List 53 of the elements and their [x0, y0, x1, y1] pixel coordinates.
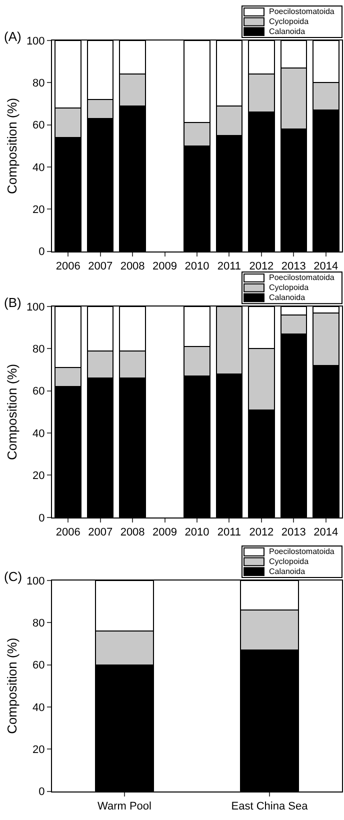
x-tick-label: 2013: [281, 526, 306, 539]
x-tick-label: 2006: [56, 260, 80, 273]
y-tick-label: 80: [32, 617, 45, 630]
x-tick-label: Warm Pool: [98, 800, 152, 813]
y-tick-label: 0: [38, 786, 45, 798]
legend-label: Cyclopoida: [269, 17, 310, 26]
x-tick-label: 2010: [184, 260, 210, 273]
x-tick-label: East China Sea: [231, 800, 309, 813]
x-tick-label: 2014: [314, 526, 338, 539]
y-tick-label: 40: [32, 162, 45, 174]
y-tick-label: 0: [38, 246, 45, 258]
chart-title: (A): [4, 29, 22, 44]
x-tick-label: 2012: [249, 526, 274, 539]
chart-title: (B): [4, 295, 22, 310]
y-tick-label: 100: [26, 301, 45, 314]
chart-title: (C): [4, 569, 22, 584]
y-axis-title: Composition (%): [4, 364, 20, 460]
y-tick-label: 20: [32, 204, 45, 216]
y-tick-label: 20: [32, 470, 45, 482]
legend-label: Calanoida: [269, 293, 306, 302]
y-tick-label: 80: [32, 77, 45, 90]
x-tick-label: 2013: [281, 260, 306, 273]
y-axis-title: Composition (%): [4, 638, 20, 734]
y-tick-label: 60: [32, 660, 45, 672]
x-tick-label: 2008: [120, 526, 145, 539]
x-tick-label: 2007: [88, 526, 113, 539]
x-tick-label: 2011: [217, 526, 242, 539]
legend-label: Poecilostomatoida: [269, 547, 335, 556]
legend-label: Cyclopoida: [269, 557, 310, 566]
x-tick-label: 2011: [217, 260, 242, 273]
x-tick-label: 2012: [249, 260, 274, 273]
y-tick-label: 60: [32, 120, 45, 132]
legend-label: Cyclopoida: [269, 283, 310, 292]
x-tick-label: 2009: [152, 526, 178, 539]
y-tick-label: 0: [38, 512, 45, 524]
x-tick-label: 2014: [314, 260, 338, 273]
y-tick-label: 100: [26, 35, 45, 48]
legend-label: Poecilostomatoida: [269, 273, 335, 282]
y-tick-label: 60: [32, 386, 45, 398]
x-tick-label: 2008: [120, 260, 145, 273]
x-tick-label: 2006: [56, 526, 80, 539]
y-tick-label: 100: [26, 575, 45, 588]
y-tick-label: 40: [32, 702, 45, 714]
y-axis-title: Composition (%): [4, 98, 20, 194]
legend-label: Poecilostomatoida: [269, 7, 335, 16]
x-tick-label: 2010: [184, 526, 210, 539]
x-tick-label: 2009: [152, 260, 178, 273]
x-tick-label: 2007: [88, 260, 113, 273]
legend-label: Calanoida: [269, 567, 306, 576]
y-tick-label: 20: [32, 744, 45, 756]
y-tick-label: 80: [32, 344, 45, 356]
legend-label: Calanoida: [269, 27, 306, 36]
y-tick-label: 40: [32, 428, 45, 440]
